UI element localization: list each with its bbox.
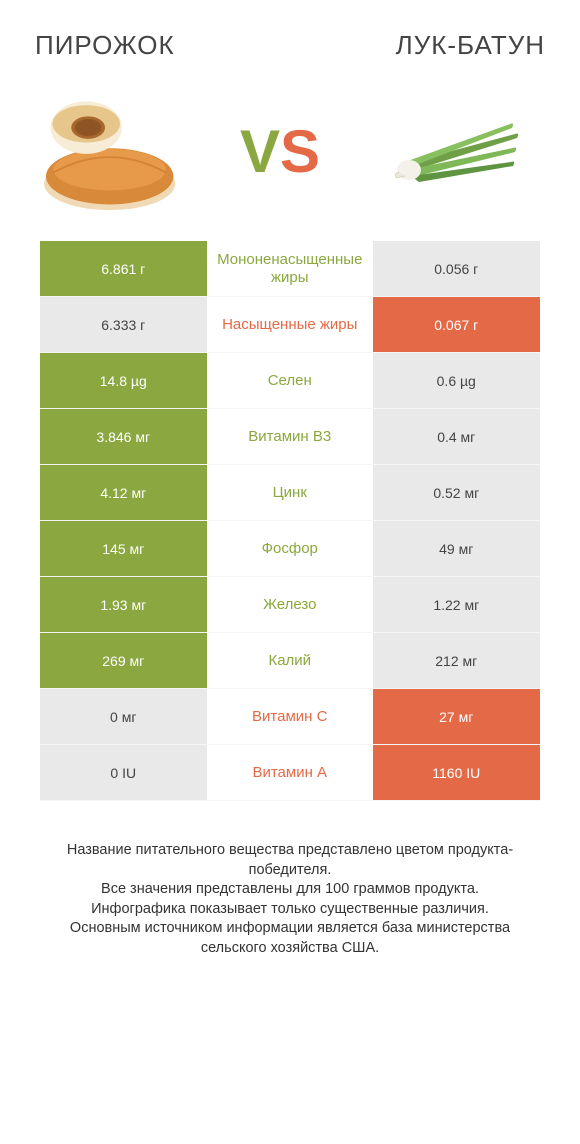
header: ПИРОЖОК ЛУК-БАТУН <box>20 20 560 81</box>
value-right: 1.22 мг <box>373 577 540 633</box>
vs-s: S <box>280 117 320 186</box>
value-right: 0.52 мг <box>373 465 540 521</box>
footnote-line: Все значения представлены для 100 граммо… <box>40 880 540 900</box>
value-right: 0.067 г <box>373 297 540 353</box>
nutrient-label: Мононенасыщенные жиры <box>207 241 374 297</box>
vs-label: V S <box>240 117 320 186</box>
value-left: 1.93 мг <box>40 577 207 633</box>
nutrient-label: Витамин A <box>207 745 374 801</box>
value-left: 6.861 г <box>40 241 207 297</box>
value-left: 145 мг <box>40 521 207 577</box>
nutrient-label: Насыщенные жиры <box>207 297 374 353</box>
nutrient-label: Витамин B3 <box>207 409 374 465</box>
value-left: 0 мг <box>40 689 207 745</box>
value-right: 212 мг <box>373 633 540 689</box>
value-right: 0.4 мг <box>373 409 540 465</box>
footnote-line: Название питательного вещества представл… <box>40 841 540 880</box>
nutrient-label: Цинк <box>207 465 374 521</box>
value-right: 1160 IU <box>373 745 540 801</box>
nutrient-label: Железо <box>207 577 374 633</box>
nutrient-label: Селен <box>207 353 374 409</box>
nutrient-label: Витамин C <box>207 689 374 745</box>
vs-v: V <box>240 117 280 186</box>
value-left: 269 мг <box>40 633 207 689</box>
nutrient-label: Фосфор <box>207 521 374 577</box>
nutrient-label: Калий <box>207 633 374 689</box>
value-left: 6.333 г <box>40 297 207 353</box>
value-left: 0 IU <box>40 745 207 801</box>
value-left: 14.8 µg <box>40 353 207 409</box>
comparison-table: 6.861 гМононенасыщенные жиры0.056 г 6.333… <box>40 241 540 801</box>
value-left: 4.12 мг <box>40 465 207 521</box>
pirozhok-image <box>30 91 180 211</box>
footnote-line: Инфографика показывает только существенн… <box>40 900 540 920</box>
title-right: ЛУК-БАТУН <box>396 30 545 61</box>
value-right: 27 мг <box>373 689 540 745</box>
green-onion-image <box>380 91 530 211</box>
footnote-line: Основным источником информации является … <box>40 919 540 958</box>
vs-row: V S <box>20 81 560 241</box>
footnote: Название питательного вещества представл… <box>40 841 540 958</box>
value-left: 3.846 мг <box>40 409 207 465</box>
value-right: 0.6 µg <box>373 353 540 409</box>
title-left: ПИРОЖОК <box>35 30 175 61</box>
value-right: 0.056 г <box>373 241 540 297</box>
value-right: 49 мг <box>373 521 540 577</box>
